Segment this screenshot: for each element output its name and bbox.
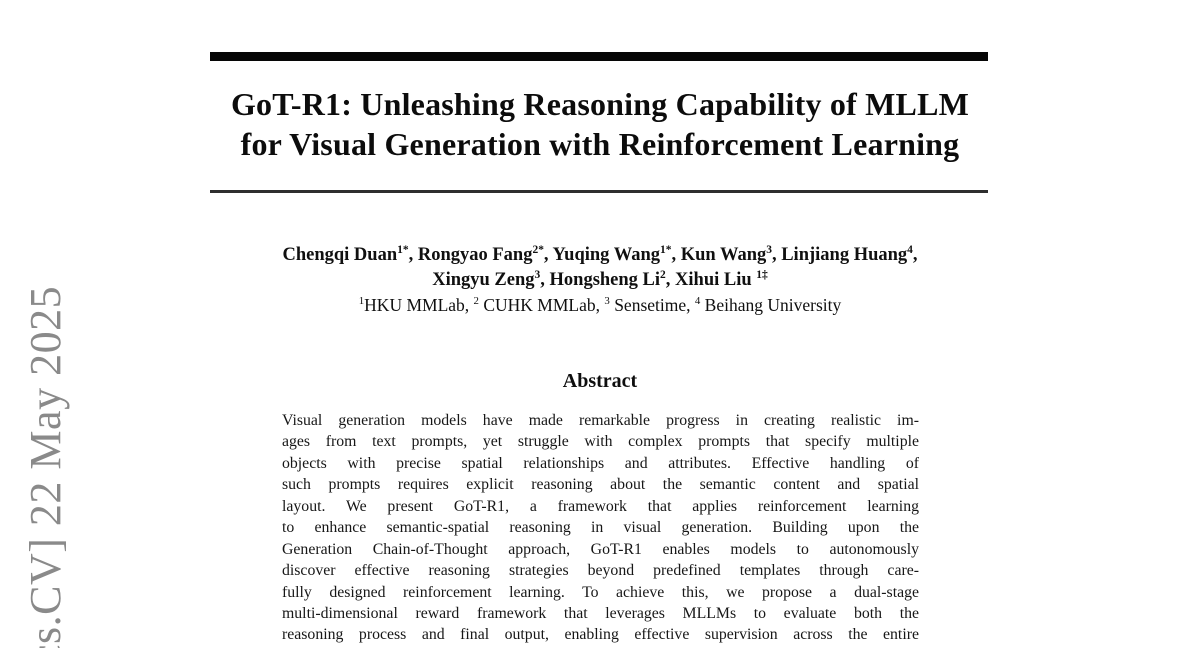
author-segment: Xingyu Zeng3, — [432, 268, 550, 290]
author-segment: Kun Wang3, — [680, 243, 782, 265]
arxiv-watermark: cs.CV] 22 May 2025 — [21, 285, 70, 648]
author-line-1: Chengqi Duan1*, Rongyao Fang2*, Yuqing W… — [0, 243, 1200, 268]
author-name: Hongsheng Li — [549, 270, 661, 290]
author-name: Xihui Liu — [675, 270, 757, 290]
paper-title: GoT-R1: Unleashing Reasoning Capability … — [0, 84, 1200, 164]
author-line-2: Xingyu Zeng3, Hongsheng Li2, Xihui Liu 1… — [0, 268, 1200, 293]
affiliation-name: HKU MMLab, — [364, 295, 474, 315]
author-name: Rongyao Fang — [417, 245, 533, 265]
abstract-line: reasoning process and final output, enab… — [282, 626, 919, 644]
author-segment: Xihui Liu 1‡ — [675, 268, 768, 290]
author-name: Xingyu Zeng — [432, 270, 535, 290]
abstract-line: multi-dimensional reward framework that … — [282, 604, 919, 622]
author-name: Linjiang Huang — [781, 245, 908, 265]
affiliation-superscript: 1 — [358, 295, 365, 308]
affiliation-segment: 2 CUHK MMLab, — [474, 295, 605, 315]
author-segment: Chengqi Duan1*, — [282, 243, 418, 265]
author-superscript: 4 — [907, 243, 913, 256]
title-rule-top — [210, 52, 988, 61]
abstract-line: Visual generation models have made remar… — [282, 412, 919, 429]
abstract-line: objects with precise spatial relationshi… — [282, 454, 919, 472]
author-segment: Yuqing Wang1*, — [552, 243, 681, 265]
abstract-heading: Abstract — [562, 370, 638, 392]
author-superscript: 3 — [534, 268, 541, 281]
author-superscript: 3 — [766, 243, 772, 256]
author-separator: , — [671, 245, 681, 265]
author-segment: Rongyao Fang2*, — [417, 243, 553, 265]
abstract-line: to enhance semantic-spatial reasoning in… — [282, 519, 919, 537]
abstract-line: Generation Chain-of-Thought approach, Go… — [282, 540, 919, 558]
author-separator: , — [771, 245, 782, 265]
title-rule-bottom — [210, 190, 988, 193]
abstract-line: layout. We present GoT-R1, a framework t… — [282, 497, 919, 515]
author-separator: , — [912, 245, 918, 265]
author-separator: , — [543, 245, 553, 265]
affiliation-name: Sensetime, — [609, 295, 695, 315]
affiliation-name: Beihang University — [700, 295, 842, 315]
affiliation-line: 1HKU MMLab, 2 CUHK MMLab, 3 Sensetime, 4… — [0, 293, 1200, 317]
affiliation-segment: 4 Beihang University — [695, 295, 841, 315]
author-segment: Linjiang Huang4, — [781, 243, 918, 265]
affiliation-superscript: 3 — [604, 295, 610, 308]
title-line-2: for Visual Generation with Reinforcement… — [240, 126, 960, 162]
author-name: Chengqi Duan — [282, 245, 398, 265]
affiliation-name: CUHK MMLab, — [478, 295, 605, 315]
affiliation-superscript: 2 — [473, 295, 479, 308]
author-segment: Hongsheng Li2, — [549, 268, 676, 290]
author-separator: , — [665, 270, 676, 290]
author-name: Yuqing Wang — [552, 245, 660, 265]
abstract-line: discover effective reasoning strategies … — [282, 562, 919, 580]
author-separator: , — [540, 270, 550, 290]
author-block: Chengqi Duan1*, Rongyao Fang2*, Yuqing W… — [0, 243, 1200, 317]
author-superscript: 1* — [397, 243, 409, 256]
author-superscript: 2* — [532, 243, 544, 256]
title-line-1: GoT-R1: Unleashing Reasoning Capability … — [230, 86, 970, 122]
author-separator: , — [408, 245, 418, 265]
author-name: Kun Wang — [680, 245, 767, 265]
affiliation-superscript: 4 — [694, 295, 701, 308]
affiliation-segment: 3 Sensetime, — [604, 295, 694, 315]
abstract-body: Visual generation models have made remar… — [282, 410, 919, 648]
abstract-line: ages from text prompts, yet struggle wit… — [282, 433, 919, 451]
abstract-line: fully designed reinforcement learning. T… — [282, 583, 919, 601]
author-superscript: 1‡ — [756, 268, 768, 281]
abstract-line: such prompts requires explicit reasoning… — [282, 476, 919, 494]
author-superscript: 1* — [659, 243, 672, 256]
author-superscript: 2 — [660, 268, 666, 281]
affiliation-segment: 1HKU MMLab, — [359, 295, 474, 315]
